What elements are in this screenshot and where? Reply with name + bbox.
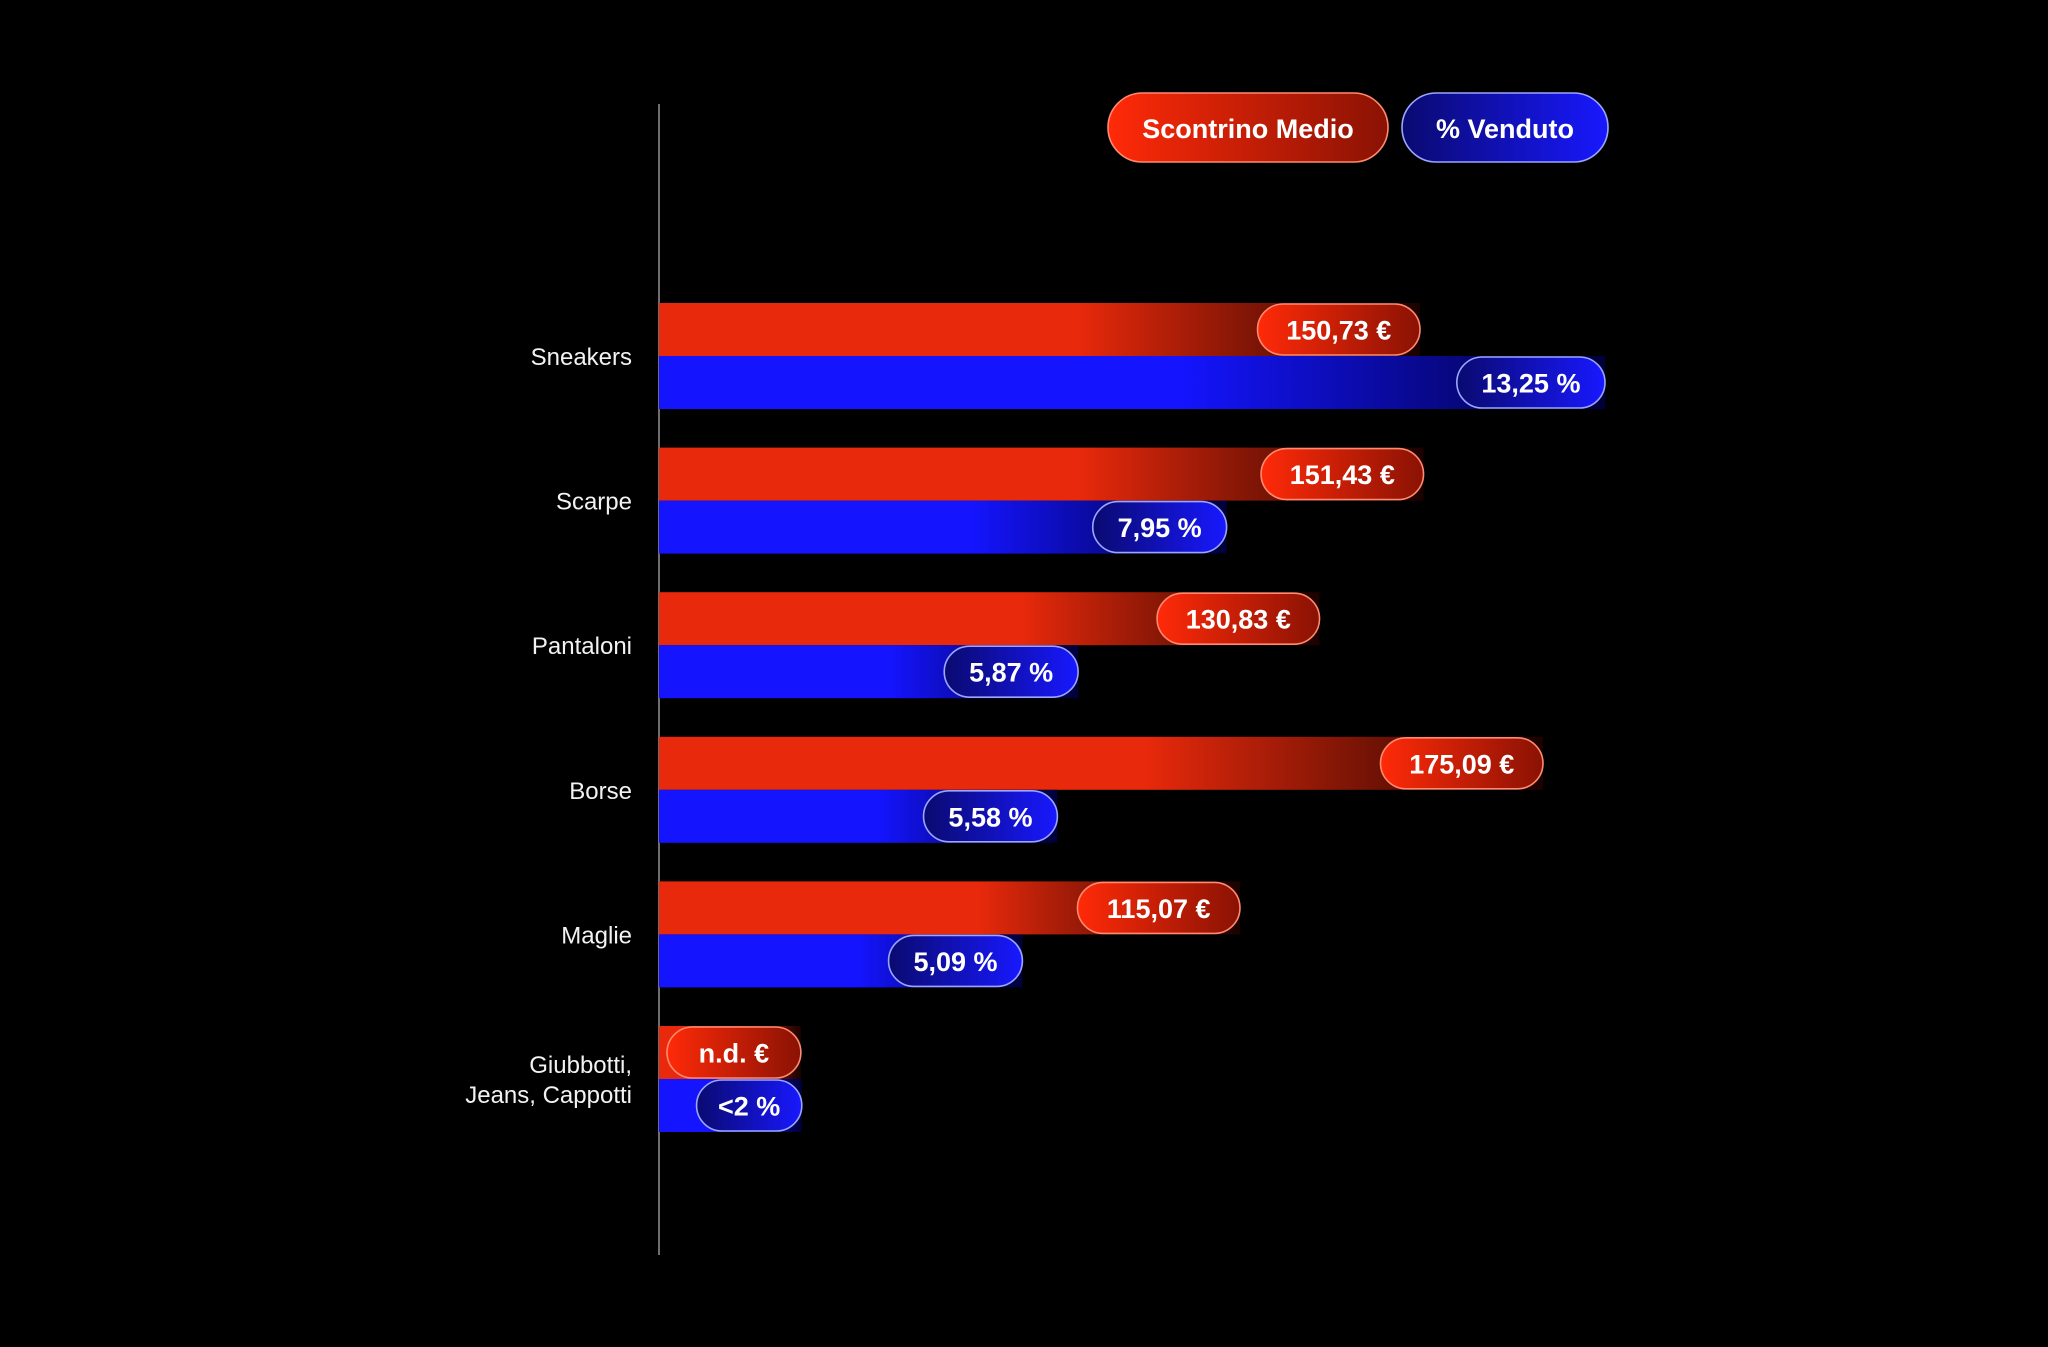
legend-label-scontrino: Scontrino Medio xyxy=(1142,114,1354,144)
value-pill-venduto-1 xyxy=(1091,500,1228,554)
value-pill-venduto-2 xyxy=(943,645,1079,699)
value-pill-scontrino-0 xyxy=(1256,303,1421,356)
legend-item-scontrino xyxy=(1107,92,1389,163)
bar-venduto-0 xyxy=(659,356,1605,409)
value-label-venduto-0: 13,25 % xyxy=(1481,369,1580,399)
category-label-0: Sneakers xyxy=(531,344,632,371)
legend-label-venduto: % Venduto xyxy=(1436,114,1574,144)
bars-group: 150,73 € 13,25 % 151,43 € 7,95 % 130,83 € 5,8… xyxy=(659,303,1606,1132)
value-label-scontrino-4: 115,07 € xyxy=(1107,894,1211,924)
category-label-2: Pantaloni xyxy=(532,633,632,660)
value-pill-scontrino-4 xyxy=(1076,881,1241,935)
value-pill-venduto-3 xyxy=(922,789,1059,843)
value-label-scontrino-3: 175,09 € xyxy=(1409,749,1514,779)
category-labels: Sneakers Scarpe Pantaloni Borse Maglie Giubbo… xyxy=(465,344,632,1109)
value-pill-venduto-4 xyxy=(887,934,1024,988)
value-label-scontrino-2: 130,83 € xyxy=(1186,605,1291,635)
value-label-venduto-5: <2 % xyxy=(718,1092,780,1122)
category-label-5-line-0: Giubbotti, xyxy=(529,1052,632,1079)
value-pill-venduto-5 xyxy=(695,1079,803,1132)
category-label-3: Borse xyxy=(569,778,632,805)
value-label-scontrino-0: 150,73 € xyxy=(1286,316,1391,346)
category-label-1: Scarpe xyxy=(556,489,632,516)
legend: Scontrino Medio % Venduto xyxy=(1107,92,1609,163)
category-label-5-line-1: Jeans, Cappotti xyxy=(465,1082,632,1109)
value-pill-venduto-0 xyxy=(1456,356,1606,409)
value-label-venduto-2: 5,87 % xyxy=(969,658,1053,688)
value-pill-scontrino-2 xyxy=(1156,592,1321,646)
value-label-venduto-4: 5,09 % xyxy=(913,947,997,977)
value-label-scontrino-1: 151,43 € xyxy=(1290,460,1395,490)
value-label-venduto-1: 7,95 % xyxy=(1118,513,1202,543)
value-pill-scontrino-1 xyxy=(1260,447,1425,501)
value-label-scontrino-5: n.d. € xyxy=(699,1039,770,1069)
value-pill-scontrino-3 xyxy=(1379,736,1544,790)
legend-item-venduto xyxy=(1401,92,1609,163)
value-label-venduto-3: 5,58 % xyxy=(948,802,1032,832)
value-pill-scontrino-5 xyxy=(666,1026,802,1079)
category-label-4: Maglie xyxy=(561,922,632,949)
